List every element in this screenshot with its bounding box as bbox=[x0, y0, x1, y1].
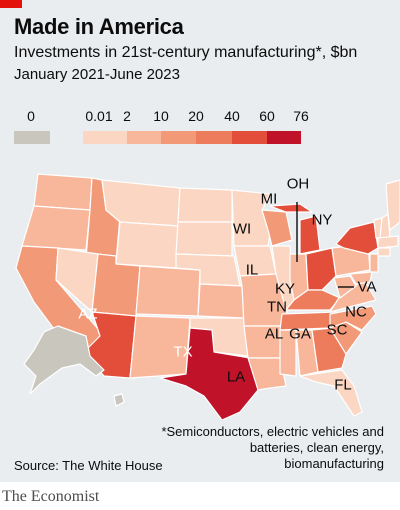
legend-swatch-5 bbox=[232, 131, 267, 144]
state-label-FL: FL bbox=[334, 376, 352, 394]
state-CO bbox=[135, 265, 201, 317]
state-label-NC: NC bbox=[345, 303, 367, 321]
state-label-KY: KY bbox=[274, 280, 296, 298]
state-NJ bbox=[369, 253, 379, 273]
legend-label-4: 20 bbox=[188, 108, 204, 124]
state-WA bbox=[33, 173, 93, 211]
state-label-WI: WI bbox=[232, 220, 252, 238]
state-ME bbox=[385, 179, 400, 231]
chart-date-range: January 2021-June 2023 bbox=[14, 66, 180, 83]
legend-label-1: 0.01 bbox=[85, 108, 113, 124]
source-note: Source: The White House bbox=[14, 458, 163, 473]
state-TX bbox=[159, 327, 259, 420]
state-label-SC: SC bbox=[326, 321, 348, 339]
legend-label-0: 0 bbox=[27, 108, 35, 124]
state-ND bbox=[177, 187, 233, 223]
state-MD bbox=[349, 271, 373, 285]
us-map bbox=[15, 173, 400, 420]
state-WY bbox=[115, 221, 179, 269]
footnote: *Semiconductors, electric vehicles and b… bbox=[161, 424, 384, 471]
state-label-IL: IL bbox=[245, 261, 259, 279]
legend-swatch-zero bbox=[14, 131, 50, 144]
legend-label-2: 2 bbox=[123, 108, 131, 124]
state-KS bbox=[197, 283, 245, 319]
state-label-TN: TN bbox=[267, 298, 287, 316]
state-OH bbox=[305, 247, 337, 291]
state-MI-upper bbox=[269, 203, 313, 213]
state-NC bbox=[329, 305, 377, 331]
legend-label-5: 40 bbox=[224, 108, 240, 124]
chart-subtitle: Investments in 21st-century manufacturin… bbox=[14, 44, 358, 61]
legend-swatch-6 bbox=[267, 131, 301, 144]
state-label-OH: OH bbox=[286, 175, 310, 193]
brand-red-tab bbox=[0, 0, 22, 8]
state-label-MI: MI bbox=[260, 190, 278, 208]
chart-title: Made in America bbox=[14, 14, 184, 39]
state-HI bbox=[113, 393, 125, 407]
legend-swatch-3 bbox=[161, 131, 196, 144]
legend-label-6: 60 bbox=[259, 108, 275, 124]
brand-wordmark: The Economist bbox=[2, 488, 100, 505]
state-KY bbox=[285, 289, 341, 311]
state-OR bbox=[21, 205, 91, 251]
state-label-AZ: AZ bbox=[78, 305, 98, 323]
state-LA bbox=[247, 357, 287, 391]
state-MI bbox=[299, 215, 321, 255]
state-WI bbox=[261, 209, 293, 247]
state-label-NY: NY bbox=[311, 211, 333, 229]
state-label-VA: VA bbox=[357, 278, 377, 296]
state-AK bbox=[23, 325, 105, 395]
state-label-TX: TX bbox=[173, 343, 193, 361]
legend-swatch-2 bbox=[127, 131, 161, 144]
state-label-LA: LA bbox=[226, 368, 246, 386]
legend-label-7: 76 bbox=[293, 108, 309, 124]
state-CT bbox=[377, 247, 391, 257]
state-MS bbox=[279, 329, 297, 377]
state-MA bbox=[377, 235, 399, 249]
state-label-GA: GA bbox=[289, 325, 311, 343]
state-SD bbox=[175, 221, 233, 257]
legend-label-3: 10 bbox=[153, 108, 169, 124]
legend-swatch-4 bbox=[196, 131, 232, 144]
state-FL bbox=[299, 369, 363, 417]
state-label-AL: AL bbox=[264, 325, 284, 343]
legend-swatch-1 bbox=[83, 131, 127, 144]
